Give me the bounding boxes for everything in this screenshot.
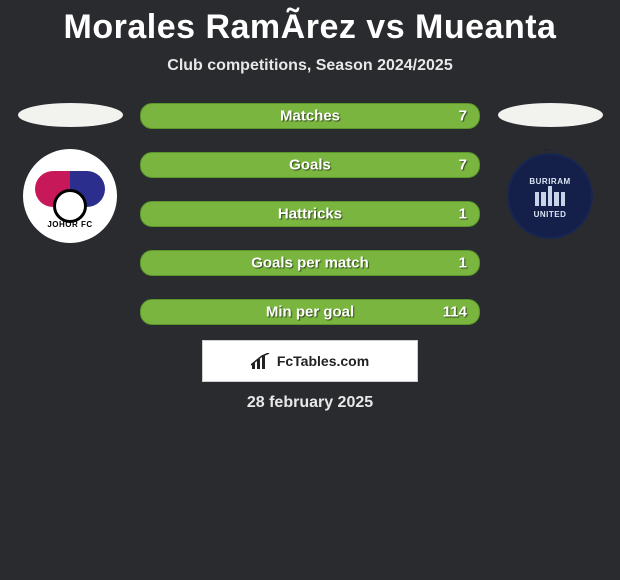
johor-label: JOHOR FC [47,220,92,229]
stat-right-value: 1 [459,206,467,223]
johor-logo: JOHOR FC [35,171,105,221]
stat-label: Min per goal [266,304,354,321]
stat-label: Matches [280,108,340,125]
buriram-text-bottom: UNITED [534,210,567,219]
stat-row-hattricks: Hattricks 1 [140,201,480,227]
stat-label: Hattricks [278,206,342,223]
stat-row-goals: Goals 7 [140,152,480,178]
page-subtitle: Club competitions, Season 2024/2025 [0,57,620,75]
right-player-column: ★ ★ ★ ★ BURIRAM UNITED [490,103,610,243]
bar-chart-icon [251,353,271,369]
footer-date: 28 february 2025 [0,394,620,412]
buriram-logo: BURIRAM UNITED [507,153,593,239]
buriram-text-top: BURIRAM [529,177,570,186]
right-club-badge: ★ ★ ★ ★ BURIRAM UNITED [503,149,597,243]
stat-label: Goals per match [251,255,369,272]
left-player-column: JOHOR FC [10,103,130,243]
johor-gear-icon [53,189,87,223]
stat-right-value: 1 [459,255,467,272]
left-club-badge: JOHOR FC [23,149,117,243]
brand-box: FcTables.com [202,340,418,382]
page-title: Morales RamÃrez vs Mueanta [0,0,620,47]
stat-row-goals-per-match: Goals per match 1 [140,250,480,276]
stat-pills: Matches 7 Goals 7 Hattricks 1 Goals per … [140,103,480,325]
castle-icon [535,186,565,206]
left-player-ellipse [18,103,123,127]
stat-right-value: 7 [459,108,467,125]
stat-row-min-per-goal: Min per goal 114 [140,299,480,325]
infographic-root: Morales RamÃrez vs Mueanta Club competit… [0,0,620,580]
brand-text: FcTables.com [277,353,369,369]
stat-label: Goals [289,157,331,174]
right-player-ellipse [498,103,603,127]
stat-row-matches: Matches 7 [140,103,480,129]
content-row: JOHOR FC Matches 7 Goals 7 Hattricks 1 [0,103,620,325]
stat-right-value: 7 [459,157,467,174]
stat-right-value: 114 [443,304,467,321]
